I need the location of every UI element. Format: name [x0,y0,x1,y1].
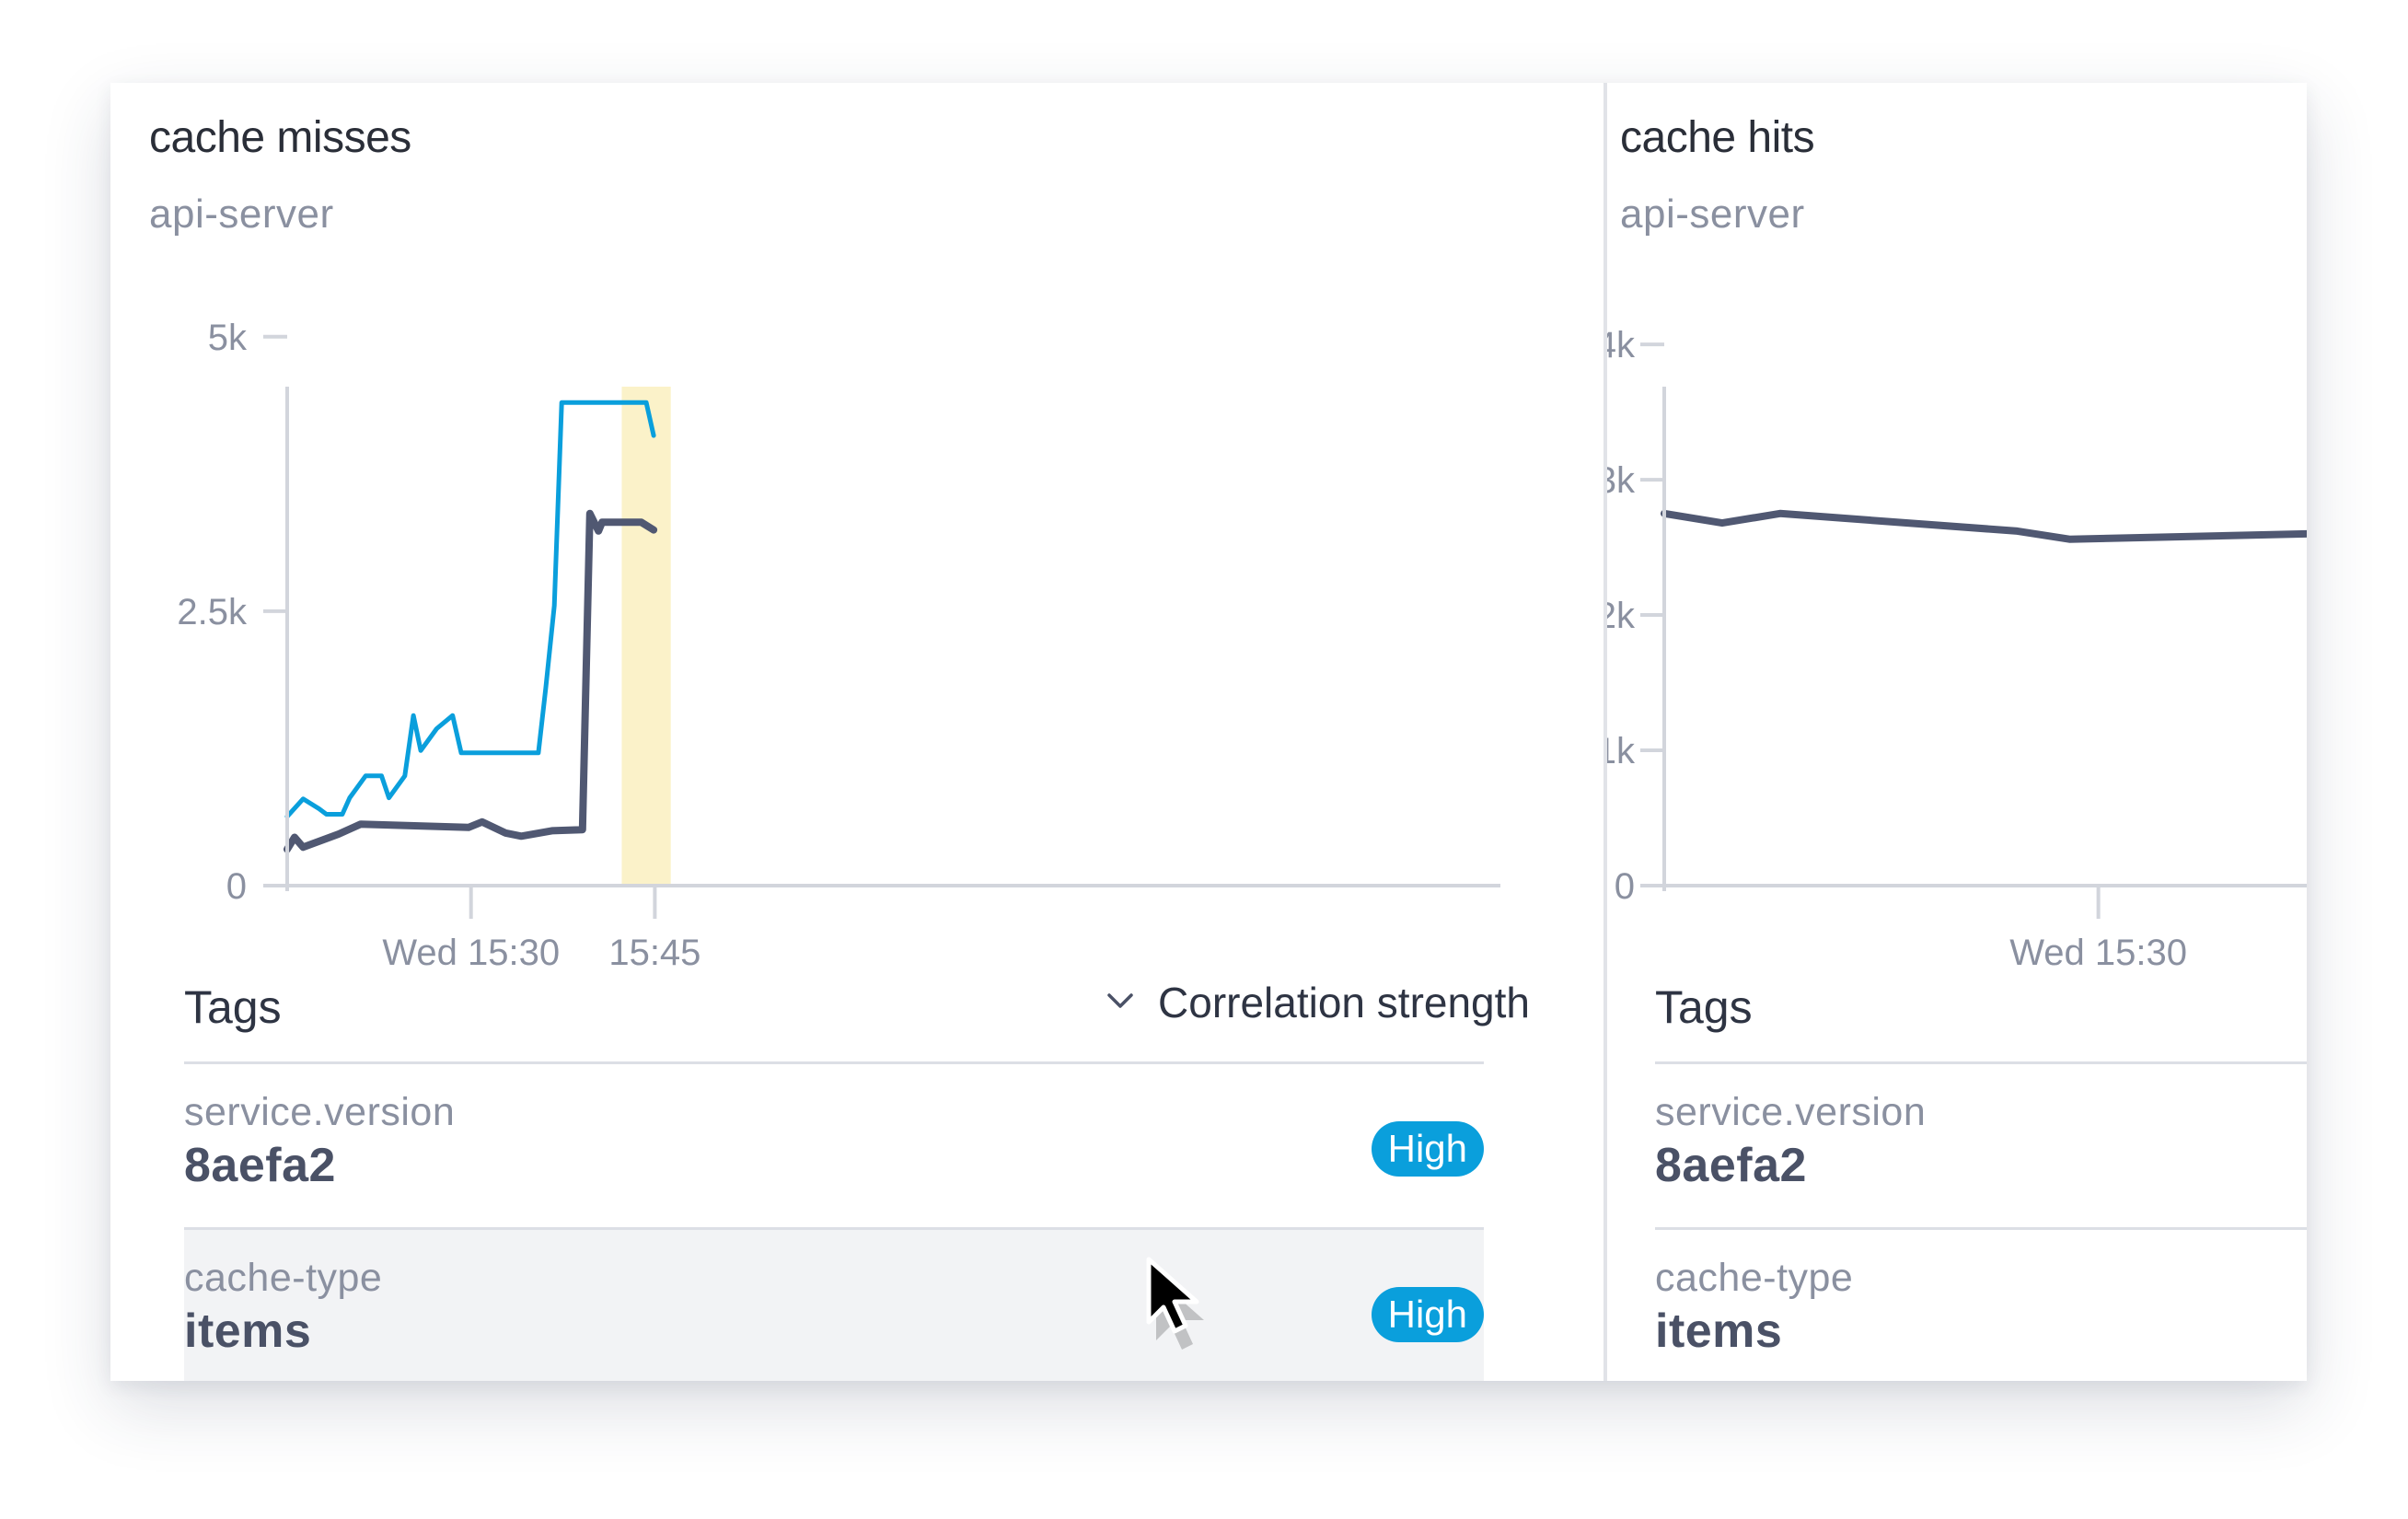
y-tick-label: 2k [1607,596,1636,636]
tag-row[interactable]: cache-type items [1655,1230,2307,1381]
tag-row[interactable]: service.version 8aefa2 [1655,1064,2307,1230]
series-layer [284,400,658,853]
y-tick-label: 4k [1607,325,1636,365]
sort-by-correlation-control[interactable]: Correlation strength [1106,978,1530,1027]
panel-title: cache hits [1620,113,1815,162]
cache-misses-chart[interactable]: 0 2.5k 5k Wed 15:30 15:45 [110,304,1603,1040]
tag-key: cache-type [184,1256,383,1300]
mouse-cursor-icon [1138,1252,1221,1358]
correlation-badge: High [1371,1287,1484,1342]
tag-value: 8aefa2 [184,1139,336,1192]
panel-subtitle: api-server [1620,191,1805,237]
sort-label: Correlation strength [1158,979,1530,1026]
x-tick-label: 15:45 [608,933,700,973]
y-tick-label: 0 [226,866,247,907]
cache-hits-chart[interactable]: 0 1k 2k 3k 4k Wed 15:30 [1607,304,2307,1040]
cache-misses-panel: cache misses api-server 0 2.5k 5k Wed 15:30… [110,83,1603,1381]
chevron-down-icon [1106,991,1134,1015]
correlation-badge: High [1371,1121,1484,1177]
tag-key: service.version [184,1090,456,1134]
series-line [284,400,656,819]
tag-key: cache-type [1655,1256,1854,1300]
tags-header-divider [1655,1061,2307,1064]
panel-title: cache misses [149,113,411,162]
tags-header: Tags [184,981,282,1033]
cache-hits-panel: cache hits api-server 0 1k 2k 3k 4k Wed 15:30… [1607,83,2307,1381]
x-tick-label: Wed 15:30 [2009,933,2187,973]
y-tick-label: 5k [208,318,248,358]
panel-subtitle: api-server [149,191,334,237]
y-tick-label: 2.5k [177,592,248,632]
tag-row[interactable]: cache-type items High [184,1230,1484,1381]
highlight-band [621,387,671,886]
tag-row[interactable]: service.version 8aefa2 High [184,1064,1484,1230]
x-tick-label: Wed 15:30 [382,933,560,973]
series-line [1661,509,2307,543]
y-tick-label: 3k [1607,460,1636,501]
tag-value: items [184,1304,312,1358]
tick-layer: 0 1k 2k 3k 4k Wed 15:30 [1607,325,2187,973]
y-tick-label: 0 [1615,866,1635,907]
tag-value: 8aefa2 [1655,1139,1807,1192]
panel-divider [1603,83,1607,1381]
y-tick-label: 1k [1607,731,1636,771]
tags-header: Tags [1655,981,1753,1033]
series-layer [1661,509,2307,543]
tick-layer: 0 2.5k 5k Wed 15:30 15:45 [177,318,700,973]
tags-header-divider [184,1061,1484,1064]
tag-key: service.version [1655,1090,1927,1134]
tag-value: items [1655,1304,1783,1358]
correlation-card: cache misses api-server 0 2.5k 5k Wed 15:30… [110,83,2307,1381]
series-line [284,509,658,853]
